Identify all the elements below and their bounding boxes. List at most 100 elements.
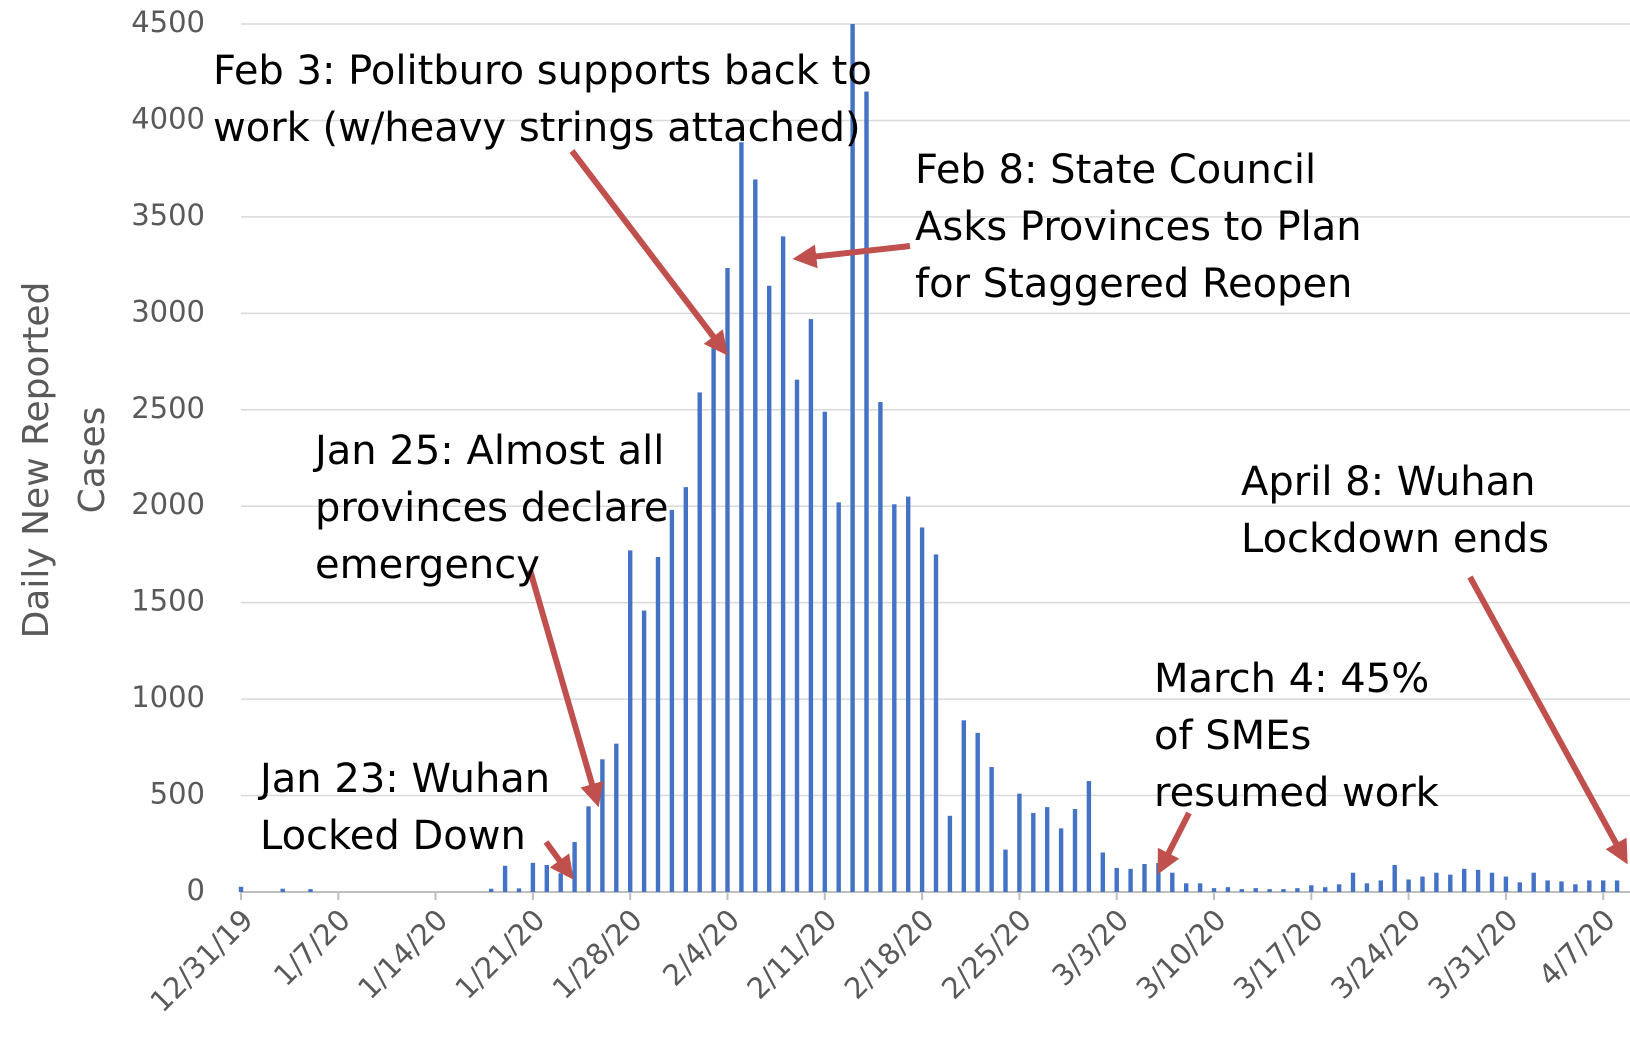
x-tick-label: 3/3/20 (1045, 903, 1135, 993)
y-axis-label: Daily New Reported (16, 282, 57, 639)
bar (1309, 885, 1314, 892)
bar (767, 285, 772, 892)
annotation: Locked Down (260, 813, 526, 859)
bar (1531, 872, 1536, 892)
annotation: Feb 3: Politburo supports back to (213, 48, 872, 94)
bar (1559, 881, 1564, 892)
bar (961, 720, 966, 892)
bar (502, 865, 508, 892)
bar (864, 91, 869, 892)
arrow (792, 243, 911, 269)
bar (1197, 883, 1203, 892)
annotation-layer: Feb 3: Politburo supports back to work (w… (213, 48, 1628, 880)
bar (1156, 863, 1161, 892)
x-tick-label: 3/31/20 (1421, 903, 1524, 1006)
bar (947, 815, 953, 892)
bar (892, 504, 897, 892)
bar (572, 842, 577, 892)
bar (739, 142, 744, 892)
bar (1614, 880, 1620, 892)
bar (1350, 872, 1356, 892)
bar (1503, 876, 1509, 892)
y-tick-label: 4000 (131, 101, 205, 135)
arrow (1467, 575, 1628, 865)
annotation: emergency (315, 542, 540, 588)
bar (1086, 781, 1092, 892)
bar (1475, 869, 1481, 892)
arrow (569, 149, 728, 356)
bar (794, 379, 800, 892)
x-tick-label: 4/7/20 (1532, 903, 1622, 993)
bar (1267, 889, 1272, 892)
x-tick-label: 2/11/20 (740, 903, 843, 1006)
y-tick-label: 3500 (131, 198, 205, 232)
bar (1003, 849, 1008, 892)
x-tick-label: 2/4/20 (656, 903, 746, 993)
arrow (1157, 811, 1192, 875)
bar (836, 502, 841, 892)
bar (919, 527, 925, 892)
bar (1378, 880, 1383, 892)
bar (1573, 884, 1578, 892)
y-tick-label: 4500 (131, 5, 205, 39)
bar (516, 888, 522, 892)
bar (1253, 888, 1258, 892)
bar (753, 179, 758, 892)
annotation: Jan 25: Almost all (312, 428, 664, 474)
annotation: provinces declare (315, 485, 669, 531)
bar (1100, 852, 1105, 892)
x-tick-label: 3/10/20 (1130, 903, 1233, 1006)
y-tick-label: 1000 (131, 680, 205, 714)
bar (489, 888, 494, 892)
bar (1448, 874, 1453, 892)
y-axis-label: Cases (72, 407, 113, 514)
bar (1295, 888, 1300, 892)
bar (280, 888, 285, 892)
annotation: Feb 8: State Council (915, 147, 1316, 193)
bar (586, 806, 591, 892)
arrow (527, 569, 604, 808)
x-tick-label: 1/7/20 (267, 903, 357, 993)
bar (530, 862, 536, 892)
y-tick-label: 1500 (131, 584, 205, 618)
y-tick-label: 2500 (131, 391, 205, 425)
bar (1184, 883, 1189, 892)
bar (1128, 868, 1133, 892)
bar (1406, 879, 1411, 892)
bar (1142, 864, 1147, 892)
x-tick-label: 1/28/20 (546, 903, 649, 1006)
bar (655, 556, 661, 892)
bar (1323, 887, 1328, 892)
bar (878, 402, 883, 892)
bar (1239, 889, 1244, 892)
x-tick-label: 12/31/19 (143, 903, 259, 1019)
bar-layer (238, 24, 1620, 892)
bar (669, 509, 675, 892)
bar (1587, 880, 1592, 892)
bar (1489, 872, 1495, 892)
bar (697, 392, 702, 892)
y-tick-label: 0 (187, 873, 205, 907)
bar (1392, 864, 1397, 892)
x-tick-label: 1/14/20 (351, 903, 454, 1006)
bar (1281, 889, 1286, 892)
bar (1601, 880, 1606, 892)
arrow (543, 840, 574, 880)
bar (1517, 882, 1522, 892)
bar (906, 496, 911, 892)
bar (711, 346, 716, 892)
bar (1336, 884, 1342, 892)
bar (933, 554, 939, 892)
annotation: Lockdown ends (1241, 516, 1549, 562)
y-tick-label: 3000 (131, 294, 205, 328)
bar (1434, 872, 1439, 892)
x-tick-label: 2/18/20 (838, 903, 941, 1006)
bar (1045, 807, 1050, 892)
bar (1462, 868, 1467, 892)
bar (641, 610, 647, 892)
bar (1211, 888, 1217, 892)
bar (614, 743, 619, 892)
annotation: March 4: 45% (1154, 656, 1429, 702)
annotation: Asks Provinces to Plan (915, 204, 1362, 250)
